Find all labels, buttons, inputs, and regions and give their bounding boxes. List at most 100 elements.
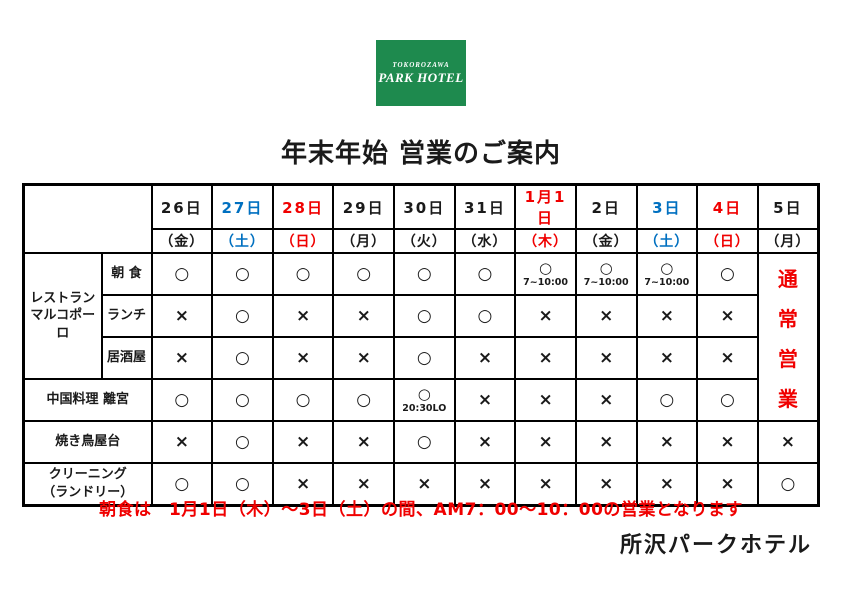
mark-note: 7~10:00 [583,276,629,288]
normal-business-cell: 通常営業 [756,252,820,422]
table-row: 焼き鳥屋台 × ○ × × ○ × × × × × × [22,420,820,464]
mark-cell: ○ [453,294,517,338]
mark-cell: ○ [211,420,274,464]
mark: ○ [539,259,553,278]
normal-business-char: 通 [777,266,798,291]
logo-brand-top: TOKOROZAWA [392,60,450,69]
mark-cell: ○ 20:30LO [393,378,456,422]
mark-cell: ○ [150,252,214,296]
mark-cell: × [271,420,335,464]
mark-cell: ○ [150,378,214,422]
mark-cell: ○ [271,378,335,422]
normal-business-char: 常 [777,306,798,331]
full-label-cell: 中国料理 離宮 [22,378,153,422]
mark-cell: ○ [393,252,456,296]
mark: ○ [599,259,613,278]
mark-cell: ○ [756,462,820,506]
weekday-header-cell: （土） [211,228,274,254]
date-header-cell: 4日 [696,183,759,230]
sub-label-cell: ランチ [100,294,153,338]
weekday-header-cell: （金） [150,228,214,254]
mark-cell: ○ 7~10:00 [514,252,577,296]
mark-cell: × [514,420,577,464]
mark-cell: × [574,462,638,506]
mark-note: 7~10:00 [523,276,568,288]
mark-cell: × [574,294,638,338]
mark-cell: ○ [393,420,456,464]
date-header-cell: 28日 [271,183,335,230]
mark: ○ [417,385,431,404]
sub-label-cell: 居酒屋 [100,336,153,380]
mark-cell: ○ 7~10:00 [574,252,638,296]
weekday-header-cell: （日） [271,228,335,254]
weekday-header-cell: （水） [453,228,517,254]
date-header-cell: 2日 [574,183,638,230]
mark-cell: × [635,462,699,506]
mark-cell: × [271,462,335,506]
page-title: 年末年始 営業のご案内 [280,139,562,169]
mark-cell: × [756,420,820,464]
mark-cell: ○ [332,252,395,296]
mark-cell: × [453,462,517,506]
date-header-cell: 1月1日 [514,183,577,230]
table-row: ランチ × ○ × × ○ ○ × × × × [24,294,819,338]
table-row: クリーニング （ランドリー） ○ ○ × × × × × × × × ○ [22,462,820,506]
mark-cell: ○ [211,294,274,338]
hotel-signature: 所沢パークホテル [619,533,812,558]
table-header: 26日 27日 28日 29日 30日 31日 1月1日 2日 3日 4日 5日 （金） （土） （日）（… [22,183,820,254]
mark-cell: × [150,294,214,338]
mark-cell: × [393,462,456,506]
group-label-cell: レストラン マルコポーロ [22,252,103,380]
sub-label-cell: 朝 食 [100,252,153,296]
mark-cell: ○ [271,252,335,296]
logo-brand-name: PARK HOTEL [378,69,464,85]
mark-cell: ○ [696,378,759,422]
normal-business-char: 営 [777,346,798,371]
mark-cell: × [696,420,759,464]
mark-cell: × [696,294,759,338]
weekday-header-cell: （日） [696,228,759,254]
table-row: 中国料理 離宮 ○ ○ ○ ○ ○ 20:30LO × × × ○ ○ [22,378,819,422]
weekday-header-cell: （金） [574,228,638,254]
schedule-table: 26日 27日 28日 29日 30日 31日 1月1日 2日 3日 4日 5日 （金） （土） （日）（… [22,183,820,507]
mark-cell: × [514,462,577,506]
weekday-header-cell: （火） [393,228,456,254]
mark-cell: × [696,462,759,506]
weekday-header-cell: （木） [514,228,577,254]
normal-business-text: 通常営業 [759,257,817,417]
mark-cell: × [453,378,517,422]
weekday-header-cell: （土） [635,228,699,254]
table-body: レストラン マルコポーロ朝 食 ○ ○ ○ ○ ○ ○ ○ 7~10:00 ○ 7~10:00 ○ 7~… [22,252,820,506]
mark-cell: × [635,336,699,380]
date-header-cell: 26日 [150,183,214,230]
mark-cell: × [150,420,214,464]
mark-cell: ○ [211,336,274,380]
mark: ○ [660,259,674,278]
mark-cell: ○ [211,252,274,296]
weekday-header-cell: （月） [332,228,395,254]
mark-cell: × [332,294,395,338]
mark-cell: ○ [150,462,214,506]
table-corner-cell [22,183,153,254]
normal-business-char: 業 [777,386,798,411]
table-row: レストラン マルコポーロ朝 食 ○ ○ ○ ○ ○ ○ ○ 7~10:00 ○ 7~10:00 ○ 7~… [22,252,820,422]
mark-cell: × [574,378,638,422]
mark-cell: ○ [393,336,456,380]
mark-cell: ○ [696,252,759,296]
date-header-cell: 5日 [756,183,820,230]
mark-cell: ○ [393,294,456,338]
full-label-cell: 焼き鳥屋台 [22,420,153,464]
mark-cell: × [332,336,395,380]
full-label-cell: クリーニング （ランドリー） [22,462,153,506]
mark-cell: ○ [211,378,274,422]
mark-cell: × [332,462,395,506]
mark-cell: ○ [635,378,699,422]
mark-cell: × [271,294,335,338]
hotel-logo: TOKOROZAWA PARK HOTEL [376,40,466,106]
mark-cell: × [696,336,759,380]
mark-note: 7~10:00 [644,276,690,288]
weekday-header-cell: （月） [756,228,820,254]
mark-cell: ○ [211,462,274,506]
date-header-cell: 3日 [635,183,699,230]
